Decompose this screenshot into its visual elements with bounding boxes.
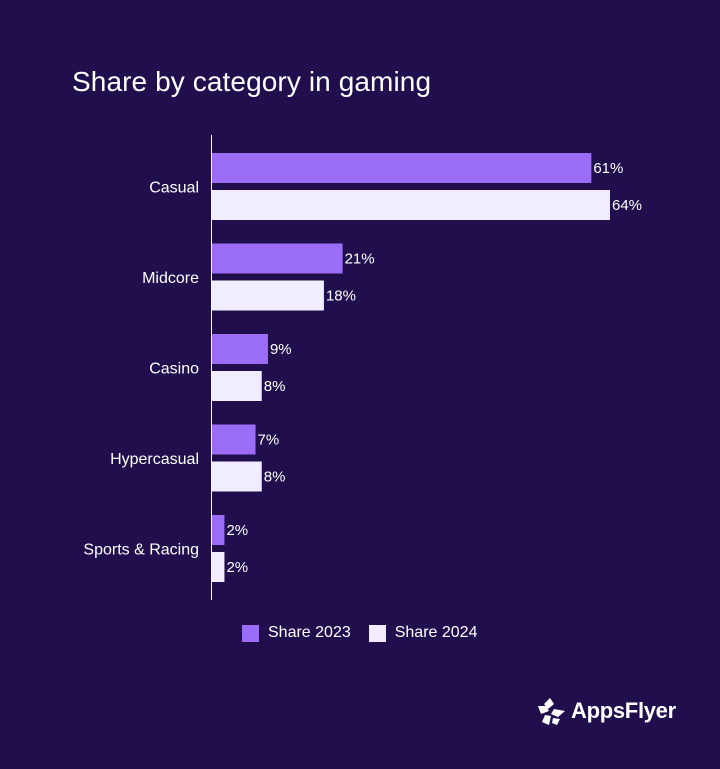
value-label-midcore-2023: 21% [345,251,375,268]
bar-midcore-2024 [212,280,324,311]
category-label-casual: Casual [149,180,199,197]
appsflyer-logo: AppsFlyer [536,695,676,727]
bar-sports-racing-2023 [212,515,225,545]
legend-item-2023: Share 2023 [242,624,351,642]
bar-casino-2024 [212,371,262,401]
legend-swatch-2024 [368,624,386,642]
bar-hypercasual-2023 [212,424,256,455]
category-label-casino: Casino [149,361,199,378]
legend-label-2023: Share 2023 [268,624,351,641]
bar-casual-2024 [212,190,610,220]
bar-casino-2023 [212,334,268,364]
value-label-midcore-2024: 18% [326,288,356,305]
value-label-casino-2024: 8% [264,378,286,395]
value-label-sports-racing-2023: 2% [226,522,248,539]
value-label-casual-2024: 64% [612,197,642,214]
legend: Share 2023 Share 2024 [242,624,495,642]
brand-name: AppsFlyer [571,698,676,723]
value-label-sports-racing-2024: 2% [226,559,248,576]
appsflyer-logo-icon [538,698,565,725]
legend-item-2024: Share 2024 [368,624,478,642]
value-label-hypercasual-2023: 7% [258,432,280,449]
category-label-hypercasual: Hypercasual [110,451,199,468]
legend-swatch-2023 [242,624,259,642]
chart-title: Share by category in gaming [72,66,432,97]
category-label-midcore: Midcore [142,270,199,287]
bar-sports-racing-2024 [212,552,225,582]
bar-hypercasual-2024 [212,461,262,492]
category-label-sports-racing: Sports & Racing [83,542,199,559]
value-label-casino-2023: 9% [270,341,292,358]
value-label-casual-2023: 61% [593,160,623,177]
bar-casual-2023 [212,153,592,183]
value-label-hypercasual-2024: 8% [264,469,286,486]
bar-midcore-2023 [212,243,343,274]
legend-label-2024: Share 2024 [394,624,478,641]
